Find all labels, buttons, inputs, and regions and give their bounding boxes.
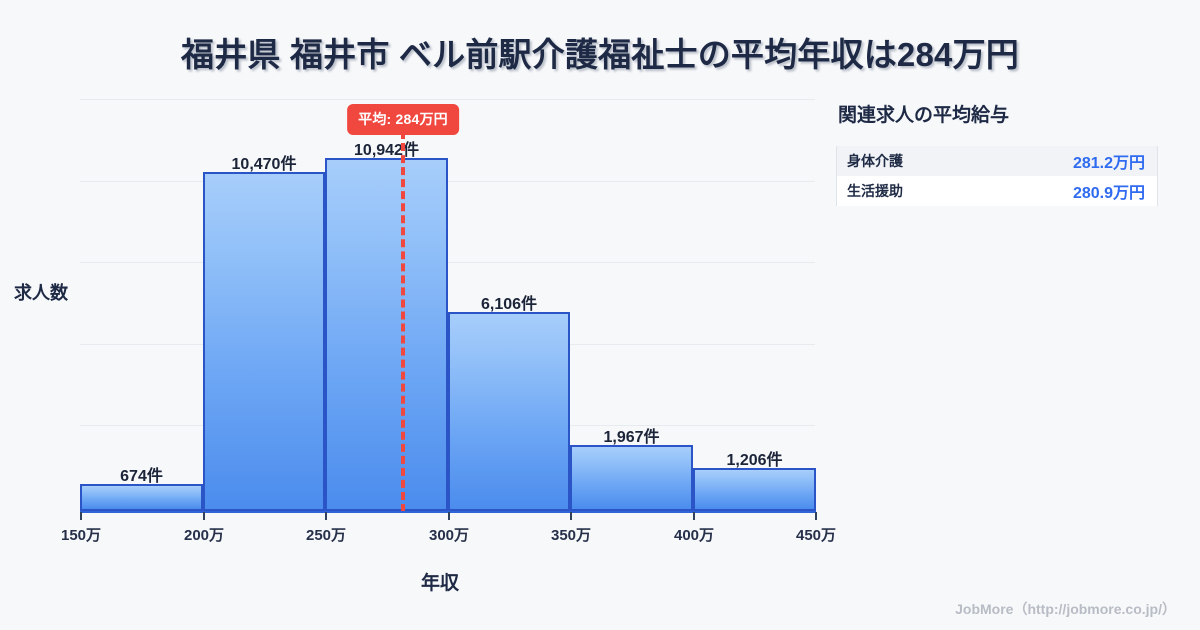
table-row[interactable]: 身体介護 281.2万円	[837, 146, 1157, 176]
table-cell-value: 281.2万円	[1072, 155, 1145, 172]
bar-value-label: 674件	[120, 468, 163, 485]
x-tick-label: 400万	[673, 527, 715, 544]
x-tick-label: 450万	[795, 527, 837, 544]
x-axis-title: 年収	[420, 573, 459, 594]
y-axis-title: 求人数	[14, 283, 68, 303]
gridline	[80, 99, 815, 100]
x-tick-label: 350万	[550, 527, 592, 544]
x-tick-label: 300万	[428, 527, 470, 544]
bar-value-label: 1,206件	[726, 452, 783, 469]
page-title: 福井県 福井市 ベル前駅介護福祉士の平均年収は284万円	[181, 36, 1019, 73]
x-tick	[325, 512, 327, 520]
x-tick	[570, 512, 572, 520]
average-badge: 平均: 284万円	[347, 104, 459, 135]
x-tick-label: 250万	[305, 527, 347, 544]
table-cell-label: 身体介護	[847, 153, 903, 169]
related-salary-table: 身体介護 281.2万円 生活援助 280.9万円	[836, 146, 1158, 206]
bar-value-label: 10,470件	[231, 156, 297, 173]
x-tick	[80, 512, 82, 520]
related-salary-panel: 関連求人の平均給与 身体介護 281.2万円 生活援助 280.9万円	[836, 100, 1166, 206]
table-cell-label: 生活援助	[847, 183, 903, 199]
x-tick	[693, 512, 695, 520]
related-salary-title: 関連求人の平均給与	[838, 105, 1010, 126]
x-tick-label: 200万	[183, 527, 225, 544]
bar-bin-5[interactable]	[693, 468, 816, 511]
x-tick	[448, 512, 450, 520]
table-row[interactable]: 生活援助 280.9万円	[837, 176, 1157, 206]
table-cell-value: 280.9万円	[1072, 185, 1145, 202]
bar-bin-2[interactable]	[325, 158, 448, 511]
average-line	[401, 131, 405, 512]
bar-value-label: 1,967件	[603, 429, 660, 446]
footer-credit: JobMore（http://jobmore.co.jp/）	[955, 601, 1176, 617]
x-tick	[815, 512, 817, 520]
x-tick-label: 150万	[60, 527, 102, 544]
bar-bin-3[interactable]	[448, 312, 570, 511]
x-tick	[203, 512, 205, 520]
bar-bin-1[interactable]	[203, 172, 325, 511]
bar-value-label: 10,942件	[354, 142, 419, 159]
bar-bin-0[interactable]	[80, 484, 203, 511]
bar-bin-4[interactable]	[570, 445, 693, 511]
bar-value-label: 6,106件	[480, 296, 538, 313]
